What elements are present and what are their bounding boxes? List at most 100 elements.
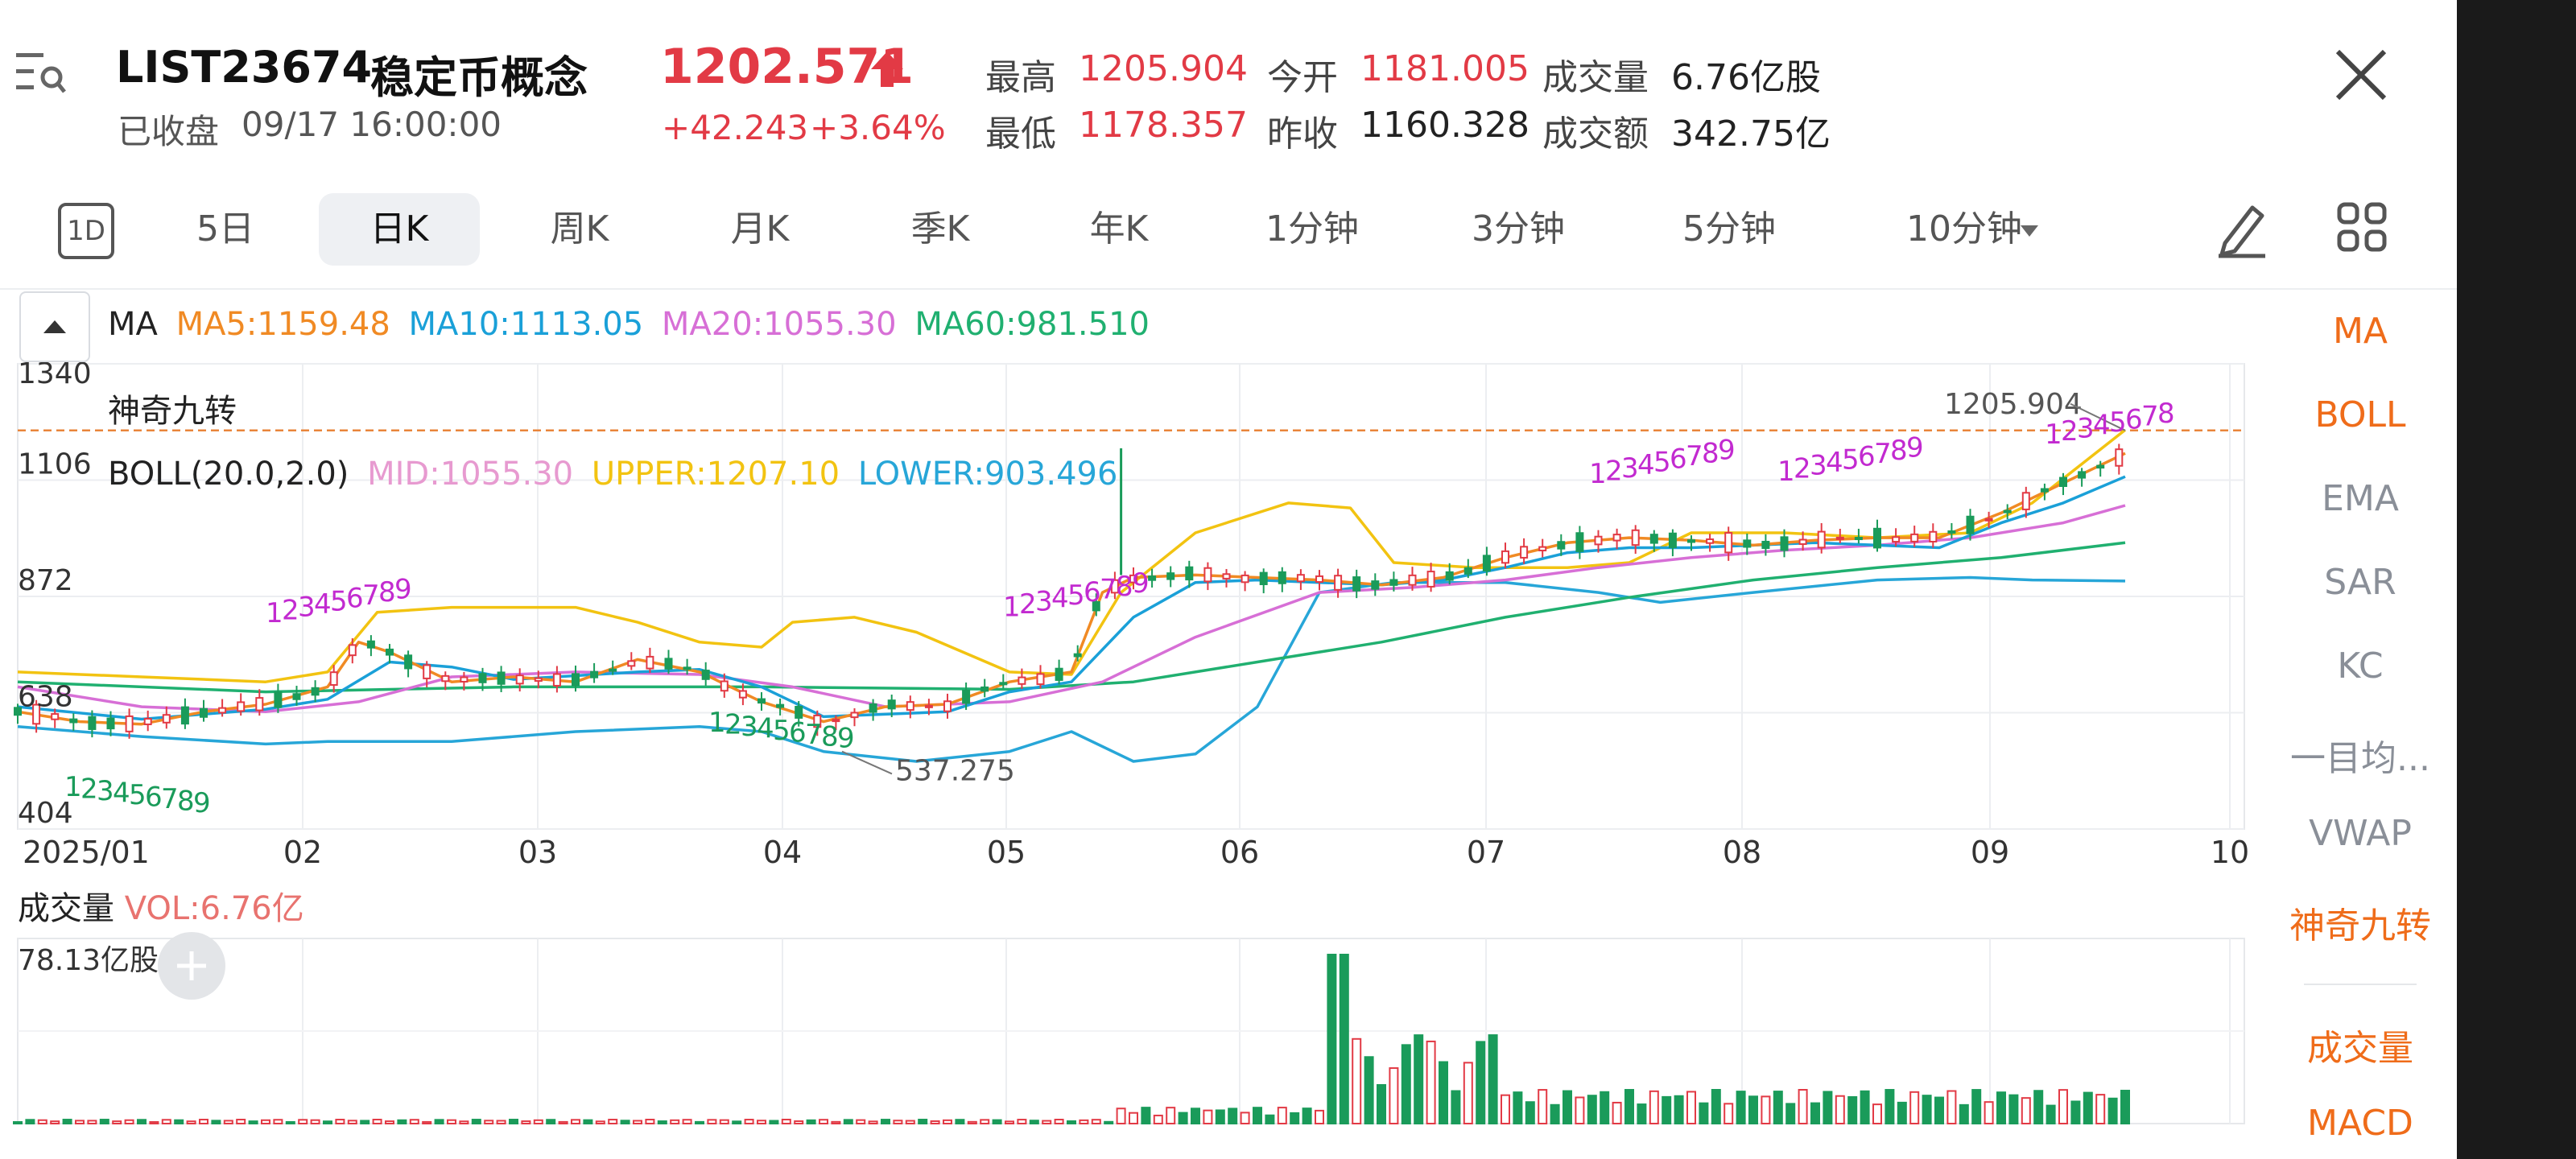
volume-bar [1785,1103,1796,1124]
indicator-ichimoku[interactable]: 一目均... [2290,738,2430,779]
volume-bar [558,1120,568,1124]
tab-daily-k[interactable]: 日K [319,193,480,266]
candle-body [1817,530,1826,549]
candle-body [1631,529,1640,547]
close-icon[interactable] [2333,47,2389,103]
nine-turn-digit: 8 [1890,435,1908,467]
indicator-sar[interactable]: SAR [2324,562,2396,603]
candle-body [69,718,78,724]
x-tick-label: 02 [283,835,322,870]
candle-body [1501,550,1509,564]
tab-monthly-k[interactable]: 月K [730,208,790,250]
indicator-nine-turn[interactable]: 神奇九转 [2289,905,2431,947]
draw-pen-icon[interactable] [2214,198,2270,259]
indicator-kc[interactable]: KC [2337,645,2384,687]
volume-bar [1315,1109,1324,1124]
volume-bar [2058,1089,2068,1124]
volume-bar [323,1120,332,1125]
candle-body [106,717,115,730]
stat-low-label: 最低 [985,113,1056,155]
candle-body [776,703,785,708]
volume-bar [186,1120,196,1124]
volume-bar [695,1120,704,1125]
nine-turn-digit: 8 [821,720,839,753]
volume-bar [1401,1044,1411,1125]
candle-body [1352,576,1361,592]
volume-bar [1178,1112,1188,1124]
add-indicator-button[interactable] [158,932,225,1000]
stat-volume-label: 成交量 [1542,57,1649,98]
volume-bar [806,1119,816,1125]
grid-icon[interactable] [2336,201,2388,253]
candle-body [366,640,375,649]
indicator-volume[interactable]: 成交量 [2307,1028,2413,1069]
tab-5day[interactable]: 5日 [196,208,254,250]
indicator-boll[interactable]: BOLL [2314,394,2406,435]
volume-bar [843,1119,853,1125]
volume-bar [1538,1089,1548,1124]
volume-bar [819,1119,828,1125]
volume-bar [1277,1107,1287,1125]
indicator-macd[interactable]: MACD [2307,1103,2413,1144]
volume-bar [99,1119,109,1125]
day-range-icon[interactable]: 1D [58,203,114,259]
tab-3min[interactable]: 3分钟 [1472,208,1565,250]
boll-legend: BOLL(20.0,2.0) MID:1055.30 UPPER:1207.10… [108,456,1117,493]
candle-body [348,644,357,657]
candle-body [14,707,22,716]
nine-turn-digit: 9 [837,723,855,755]
ma5-value: MA5:1159.48 [175,306,390,343]
volume-bar [248,1120,258,1124]
tab-1min[interactable]: 1分钟 [1265,208,1359,250]
y-tick-label: 1340 [18,357,92,390]
nine-turn-digit: 3 [1035,585,1053,617]
nine-turn-digit: 6 [2125,403,2143,435]
chevron-down-icon[interactable] [2019,224,2040,238]
high-annotation-leader [2070,402,2126,431]
tab-yearly-k[interactable]: 年K [1089,208,1149,250]
volume-bar [1587,1095,1597,1124]
candle-body [609,668,617,672]
volume-bar [1377,1083,1386,1124]
volume-bar [1091,1119,1101,1125]
nine-turn-digit: 1 [1777,456,1795,488]
tab-5min[interactable]: 5分钟 [1682,208,1776,250]
volume-bar [744,1119,754,1125]
device-edge [2457,0,2576,1159]
volume-bar [112,1120,122,1124]
volume-bar [1946,1090,1957,1125]
volume-bar [521,1120,531,1124]
stat-high-label: 最高 [985,57,1056,98]
nine-turn-digit: 9 [1718,435,1736,467]
tab-weekly-k[interactable]: 周K [550,208,609,250]
volume-bar [707,1119,717,1124]
nine-turn-digit: 6 [346,583,364,615]
volume-bar [1104,1120,1114,1124]
stat-open-value: 1181.005 [1360,48,1530,89]
candle-body [1892,536,1901,543]
tab-quarterly-k[interactable]: 季K [910,208,970,250]
x-tick-label: 07 [1467,835,1505,870]
candle-body [1092,600,1100,612]
candle-body [2040,488,2049,493]
volume-bar [397,1119,407,1125]
list-search-icon[interactable] [16,50,68,95]
candle-body [1445,571,1454,581]
indicator-ema[interactable]: EMA [2322,478,2399,519]
volume-bar [645,1119,655,1124]
volume-bar [967,1120,977,1124]
candle-body [1315,575,1323,584]
volume-bar [1067,1120,1076,1125]
volume-bar [347,1120,357,1124]
tab-10min[interactable]: 10分钟 [1906,208,2022,250]
indicator-ma[interactable]: MA [2332,311,2388,352]
indicator-vwap[interactable]: VWAP [2309,813,2412,854]
candle-body [850,711,859,719]
candle-body [999,682,1008,686]
volume-bar [757,1120,766,1125]
nine-turn-digit: 9 [1132,567,1150,600]
nine-turn-digit: 8 [1116,571,1133,603]
collapse-button[interactable] [19,291,90,362]
nine-turn-digit: 6 [1670,443,1687,476]
